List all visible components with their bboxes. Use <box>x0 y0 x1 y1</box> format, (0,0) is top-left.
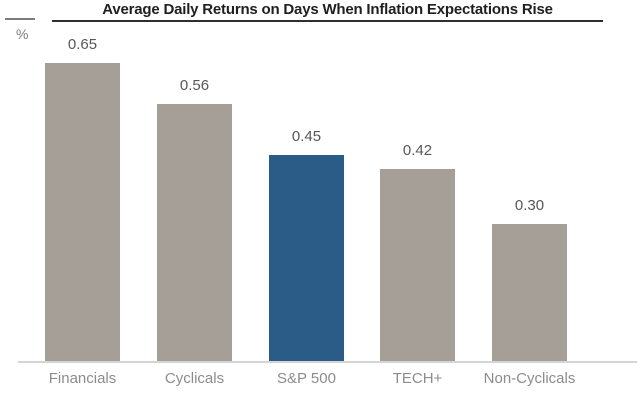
bar-s-p-500 <box>269 155 344 362</box>
y-axis-stub-line <box>5 18 35 20</box>
bar-financials <box>45 63 120 362</box>
bar-value-label-tech: 0.42 <box>402 142 433 159</box>
chart-title: Average Daily Returns on Days When Infla… <box>102 1 553 18</box>
category-label-cyclicals: Cyclicals <box>164 370 225 387</box>
category-label-non-cyclicals: Non-Cyclicals <box>483 370 576 387</box>
chart-title-underline: Average Daily Returns on Days When Infla… <box>52 1 603 22</box>
y-axis-unit-label: % <box>16 26 29 42</box>
bar-tech <box>380 169 455 362</box>
x-axis-baseline <box>18 361 637 363</box>
bar-value-label-non-cyclicals: 0.30 <box>514 197 545 214</box>
bar-non-cyclicals <box>492 224 567 362</box>
category-label-s-p-500: S&P 500 <box>277 370 336 387</box>
category-label-tech: TECH+ <box>392 370 443 387</box>
category-label-financials: Financials <box>48 370 117 387</box>
bar-value-label-cyclicals: 0.56 <box>179 77 210 94</box>
bar-value-label-s-p-500: 0.45 <box>291 128 322 145</box>
bar-value-label-financials: 0.65 <box>67 36 98 53</box>
bar-cyclicals <box>157 104 232 362</box>
